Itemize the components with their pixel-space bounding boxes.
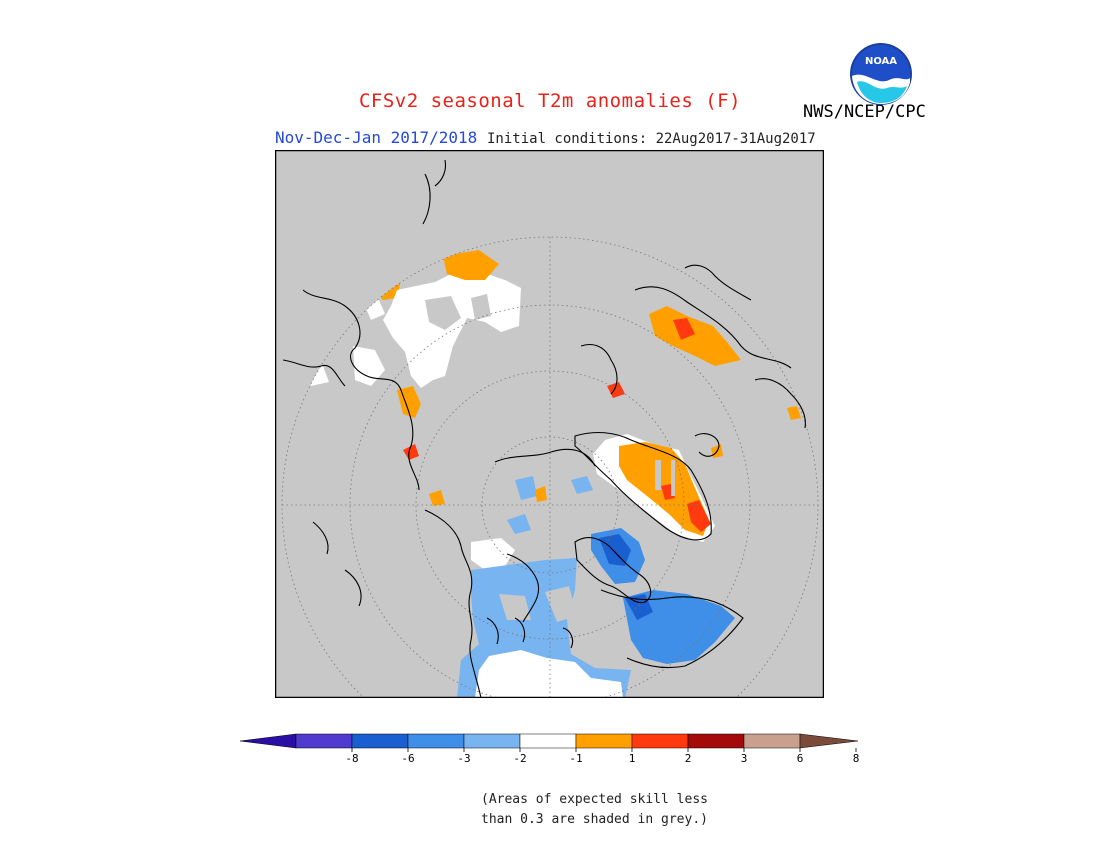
colorbar-tick-label: -2	[513, 752, 526, 765]
colorbar-tick-label: -1	[569, 752, 582, 765]
colorbar-tick-label: 3	[741, 752, 748, 765]
colorbar-tick-label: 6	[797, 752, 804, 765]
anomaly-small-pacific	[429, 490, 445, 506]
colorbar-bin	[351, 733, 409, 749]
white-west-asia	[303, 300, 385, 386]
chart-title: CFSv2 seasonal T2m anomalies (F)	[358, 90, 742, 112]
colorbar-legend: -8 -6 -3 -2 -1 1 2 3 6 8	[239, 733, 860, 765]
white-canada-north	[471, 538, 515, 570]
colorbar-tick-label: -8	[345, 752, 358, 765]
anomaly-kamchatka	[443, 250, 499, 280]
white-us-north	[475, 650, 623, 698]
latitude-circles	[281, 236, 819, 698]
anomaly-arctic-islands-cold	[507, 476, 593, 534]
colorbar-tick-label: 1	[629, 752, 636, 765]
anomaly-japan-hot	[403, 444, 419, 460]
colorbar-bin-left-arrow	[239, 733, 297, 749]
anomaly-hudson-colder	[599, 534, 631, 566]
svg-text:NOAA: NOAA	[865, 56, 897, 67]
colorbar-bin	[575, 733, 633, 749]
skill-note-line-1: (Areas of expected skill less	[481, 792, 708, 807]
colorbar-tick-label: 8	[853, 752, 860, 765]
colorbar-bin	[743, 733, 801, 749]
anomaly-alaska	[535, 486, 547, 502]
grey-greenland-stripes	[655, 460, 675, 496]
map-border	[275, 150, 824, 698]
agency-label: NWS/NCEP/CPC	[803, 102, 926, 122]
colorbar-bin	[687, 733, 745, 749]
colorbar-bin-right-arrow	[799, 733, 859, 749]
anomaly-europe-spots	[711, 336, 813, 458]
forecast-period: Nov-Dec-Jan 2017/2018	[275, 128, 478, 147]
colorbar-bin	[295, 733, 353, 749]
colorbar-bin	[519, 733, 577, 749]
initial-conditions: Initial conditions: 22Aug2017-31Aug2017	[487, 131, 816, 147]
anomaly-layer	[303, 237, 813, 698]
noaa-logo-icon: NOAA	[850, 43, 912, 105]
colorbar-tick-label: -6	[401, 752, 414, 765]
grey-canada-holes	[499, 586, 577, 622]
colorbar-bin	[463, 733, 521, 749]
anomaly-japan	[397, 386, 421, 418]
polar-map	[275, 150, 824, 698]
colorbar-tick-label: 2	[685, 752, 692, 765]
colorbar-tick-label: -3	[457, 752, 470, 765]
colorbar-bin	[631, 733, 689, 749]
coastlines	[282, 159, 806, 698]
skill-note-line-2: than 0.3 are shaded in grey.)	[481, 812, 708, 827]
anomaly-scandinavia	[649, 306, 741, 366]
colorbar-bin	[407, 733, 465, 749]
anomaly-labrador-colder	[625, 594, 653, 620]
anomaly-scandinavia-hot	[673, 318, 695, 340]
grey-holes-asia	[425, 294, 491, 330]
